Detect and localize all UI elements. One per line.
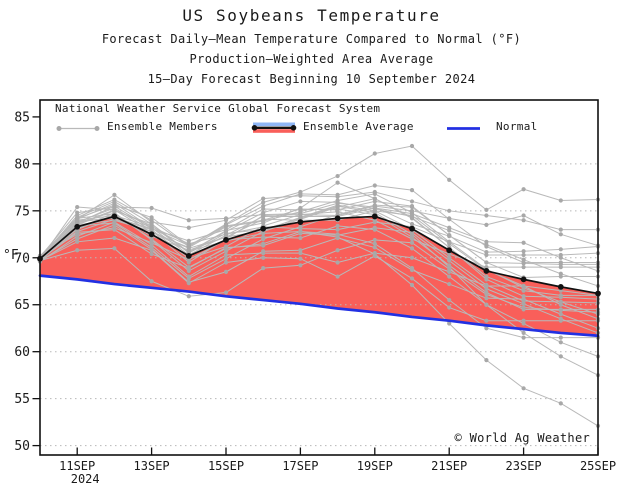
legend-source-label: National Weather Service Global Forecast… bbox=[55, 102, 381, 115]
subtitle-2: Production–Weighted Area Average bbox=[189, 52, 434, 66]
svg-text:21SEP: 21SEP bbox=[431, 459, 467, 473]
svg-text:17SEP: 17SEP bbox=[282, 459, 318, 473]
subtitle-3: 15–Day Forecast Beginning 10 September 2… bbox=[147, 72, 476, 86]
svg-text:13SEP: 13SEP bbox=[134, 459, 170, 473]
svg-text:75: 75 bbox=[14, 204, 30, 219]
title-block: US Soybeans Temperature Forecast Daily–M… bbox=[0, 6, 623, 89]
legend-ensemble-average-label: Ensemble Average bbox=[303, 120, 414, 133]
svg-text:65: 65 bbox=[14, 298, 30, 313]
svg-text:11SEP: 11SEP bbox=[59, 459, 95, 473]
legend-normal-label: Normal bbox=[496, 120, 538, 133]
normal-swatch-icon bbox=[447, 127, 480, 130]
svg-text:85: 85 bbox=[14, 110, 30, 125]
svg-text:70: 70 bbox=[14, 251, 30, 266]
ensemble-average-swatch-icon bbox=[251, 122, 297, 133]
subtitle-1: Forecast Daily–Mean Temperature Compared… bbox=[101, 32, 522, 46]
svg-text:80: 80 bbox=[14, 157, 30, 172]
svg-text:2024: 2024 bbox=[71, 472, 100, 485]
y-axis-unit-label: °F bbox=[3, 248, 19, 263]
legend-ensemble-members-label: Ensemble Members bbox=[107, 120, 218, 133]
copyright-watermark: © World Ag Weather bbox=[454, 431, 590, 445]
svg-text:23SEP: 23SEP bbox=[506, 459, 542, 473]
ensemble-members-swatch-icon bbox=[56, 126, 100, 131]
svg-text:55: 55 bbox=[14, 392, 30, 407]
svg-text:19SEP: 19SEP bbox=[357, 459, 393, 473]
svg-text:25SEP: 25SEP bbox=[580, 459, 616, 473]
page-title: US Soybeans Temperature bbox=[182, 6, 441, 25]
svg-text:50: 50 bbox=[14, 439, 30, 454]
svg-text:15SEP: 15SEP bbox=[208, 459, 244, 473]
svg-text:60: 60 bbox=[14, 345, 30, 360]
